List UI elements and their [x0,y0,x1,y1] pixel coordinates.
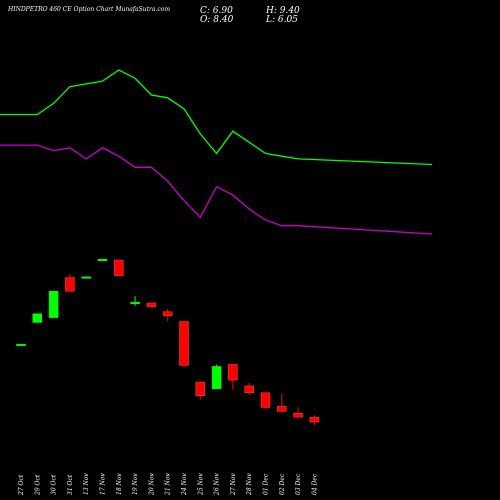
x-tick-label: 29 Oct [34,474,41,496]
candle [32,313,43,323]
x-tick-label: 28 Nov [246,473,253,496]
indicator-line-1 [0,69,433,166]
candle-body [309,416,320,423]
x-tick-label: 24 Nov [181,473,188,496]
x-tick-label: 03 Dec [295,473,302,495]
candle-body [277,406,287,412]
candle-body [260,392,271,408]
candle [65,273,75,292]
candle [97,259,108,261]
candle-body [211,366,222,390]
candle [179,321,189,368]
x-tick-label: 01 Dec [263,473,270,495]
candle-body [130,301,140,304]
open-price-label: O: 8.40 [200,15,234,25]
candle-body [97,259,108,261]
candle-body [48,290,59,318]
x-tick-label: 31 Oct [67,474,74,495]
x-tick-label: 20 Nov [148,473,155,496]
candle [228,364,238,390]
candle [48,290,59,318]
x-tick-label: 27 Oct [18,474,25,496]
candle [16,343,26,346]
candle-body [65,277,75,292]
candle [277,393,287,413]
x-tick-label: 21 Nov [165,473,172,496]
candle-body [16,343,26,346]
candle-body [32,313,43,323]
candle-body [162,311,173,316]
candle-body [244,385,254,394]
candle [130,296,140,306]
x-axis-labels: 27 Oct 29 Oct 30 Oct 31 Oct 13 Nov 17 Nov 18 N… [18,473,318,496]
candles [16,259,320,425]
candle [81,276,91,279]
x-tick-label: 26 Nov [214,473,221,496]
indicator-line-2 [0,144,433,235]
candle [293,407,303,418]
candle [114,259,124,276]
x-tick-label: 02 Dec [279,473,286,495]
x-tick-label: 25 Nov [197,473,204,496]
x-tick-label: 18 Nov [116,473,123,495]
chart-title: HINDPETRO 460 CE Option Chart MunafaSutr… [8,6,171,13]
candle [162,308,173,322]
candle-body [146,302,157,308]
close-price-label: C: 6.90 [200,6,233,16]
candle-body [81,276,91,279]
candle [244,383,254,395]
x-tick-label: 27 Nov [230,473,237,496]
candle [309,415,320,425]
candle [211,364,222,390]
candle-body [228,364,238,381]
x-tick-label: 13 Nov [83,473,90,495]
x-tick-label: 30 Oct [51,474,58,495]
x-tick-label: 17 Nov [100,473,107,495]
candle-body [293,413,303,418]
x-tick-label: 04 Dec [311,473,318,495]
low-price-label: L: 6.05 [266,15,298,25]
candle [146,302,157,308]
x-tick-label: 19 Nov [132,473,139,495]
indicator-lines [0,69,433,235]
candle-body [179,321,189,366]
candle-body [114,259,124,276]
candle [260,392,271,409]
high-price-label: H: 9.40 [266,6,300,16]
candle-body [195,381,206,396]
candle [195,381,206,400]
